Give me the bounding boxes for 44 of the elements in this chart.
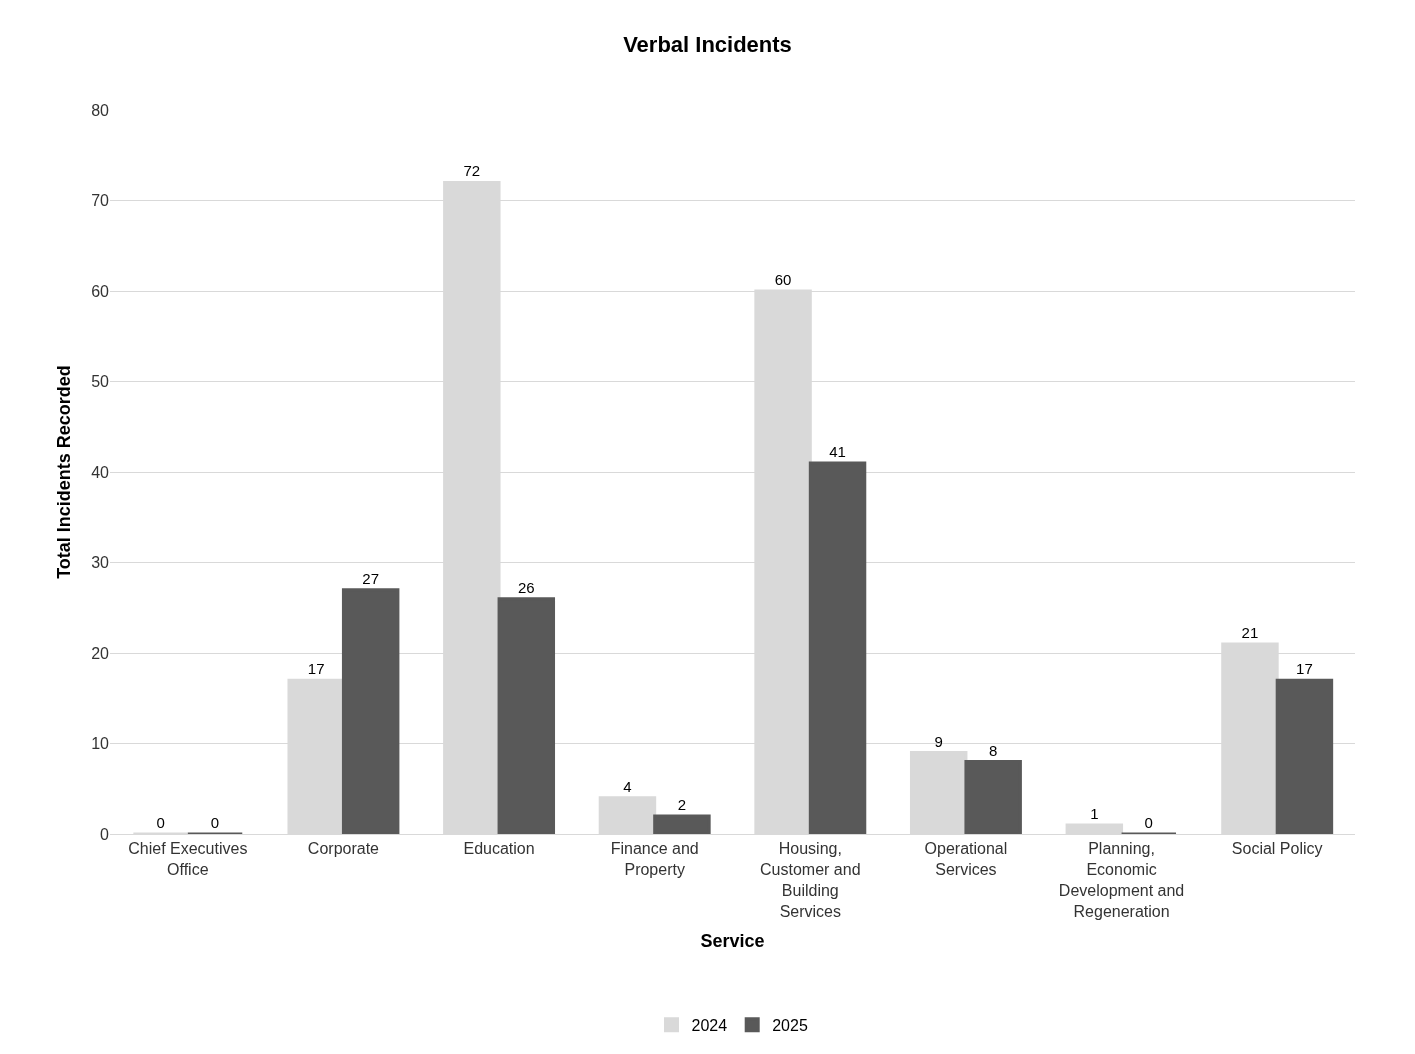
y-tick-label: 40 (91, 463, 110, 481)
x-tick-label: Housing, Customer and Building Services (760, 840, 861, 920)
data-label: 41 (829, 442, 846, 460)
data-label: 17 (1296, 660, 1313, 678)
data-label: 60 (774, 271, 792, 288)
bar (653, 814, 711, 834)
y-tick-label: 30 (91, 554, 110, 572)
bar (341, 588, 400, 834)
y-tick-label: 10 (91, 735, 110, 753)
x-tick-label: Corporate (307, 840, 380, 858)
y-tick-label: 0 (100, 825, 110, 843)
data-label: 72 (463, 162, 481, 180)
chart-title: Verbal Incidents (623, 32, 792, 58)
y-tick-label: 50 (91, 373, 110, 391)
x-axis-title: Service (700, 930, 765, 951)
data-label: 26 (517, 578, 535, 596)
y-tick-label: 70 (91, 192, 110, 210)
legend-label: 2024 (691, 1016, 728, 1034)
data-label: 8 (989, 741, 998, 759)
x-tick-label: Finance and Property (610, 840, 699, 878)
data-label: 21 (1241, 623, 1259, 641)
data-label: 0 (210, 814, 220, 831)
x-tick-label: Operational Services (924, 840, 1008, 878)
x-tick-label: Education (463, 840, 535, 858)
bar (964, 760, 1022, 834)
data-label: 4 (623, 777, 632, 795)
legend-label: 2025 (772, 1016, 808, 1034)
x-tick-label: Planning, Economic Development and Regeneration (1058, 840, 1185, 920)
bar (1275, 678, 1334, 834)
x-tick-label: Chief Executives Office (128, 840, 248, 878)
x-tick-label: Social Policy (1231, 840, 1323, 858)
data-label: 0 (156, 814, 165, 831)
bar (808, 461, 867, 834)
y-tick-label: 80 (91, 101, 110, 119)
data-label: 17 (307, 660, 325, 678)
data-label: 2 (677, 795, 687, 813)
data-label: 27 (362, 569, 380, 587)
data-label: 9 (934, 732, 943, 750)
y-axis-title: Total Incidents Recorded (54, 365, 75, 579)
data-label: 1 (1090, 804, 1099, 822)
y-tick-label: 60 (91, 282, 110, 300)
data-label: 0 (1144, 814, 1153, 831)
bar (497, 597, 556, 834)
y-tick-label: 20 (91, 644, 110, 662)
